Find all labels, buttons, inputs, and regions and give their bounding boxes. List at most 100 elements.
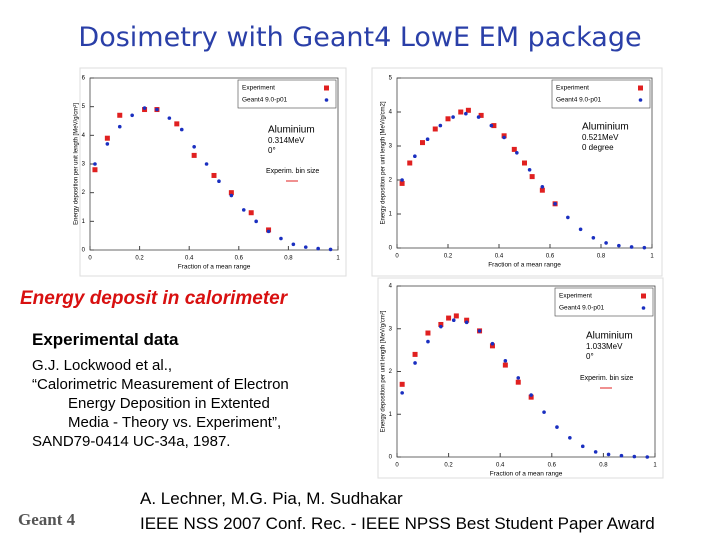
x-tick-label: 1 <box>336 256 340 262</box>
data-point <box>464 111 468 116</box>
annotation: 0.314MeV <box>268 136 305 145</box>
x-tick-label: 0.2 <box>444 254 453 260</box>
data-point <box>303 245 308 249</box>
y-tick-label: 0 <box>389 246 393 252</box>
data-point <box>617 243 621 248</box>
data-point <box>464 317 470 323</box>
x-tick-label: 0.6 <box>548 463 557 469</box>
data-point <box>93 162 97 166</box>
data-point <box>553 202 557 206</box>
x-tick-label: 1 <box>650 254 654 260</box>
data-point <box>130 113 134 118</box>
reference-line: G.J. Lockwood et al., <box>32 357 173 374</box>
x-tick-label: 0.6 <box>546 254 555 260</box>
data-point <box>453 313 459 319</box>
data-point <box>578 227 583 232</box>
x-tick-label: 0.2 <box>135 256 144 262</box>
legend-marker <box>324 98 329 102</box>
data-point <box>229 193 234 198</box>
data-point <box>328 247 333 252</box>
data-point <box>192 145 196 149</box>
legend-label: Geant4 9.0-p01 <box>242 97 288 104</box>
data-point <box>642 245 647 250</box>
data-point <box>217 179 221 183</box>
data-point <box>478 112 484 118</box>
x-tick-label: 0 <box>395 254 399 260</box>
data-point <box>266 229 271 234</box>
data-point <box>291 242 296 247</box>
legend-marker <box>324 85 329 91</box>
legend-box <box>551 79 651 109</box>
data-point <box>529 393 533 397</box>
y-tick-label: 3 <box>389 144 393 150</box>
x-tick-label: 0.6 <box>235 256 244 262</box>
y-tick-label: 5 <box>82 104 86 110</box>
data-point <box>593 450 598 454</box>
y-axis-label: Energy deposition per unit length [MeV/g… <box>381 101 387 224</box>
data-point <box>619 453 624 458</box>
y-tick-label: 1 <box>82 219 86 225</box>
y-tick-label: 4 <box>389 284 393 290</box>
x-tick-label: 0.4 <box>495 254 504 260</box>
legend-label: Experiment <box>556 85 589 92</box>
annotation: 0° <box>586 352 594 361</box>
data-point <box>568 435 572 440</box>
data-point <box>515 151 519 155</box>
data-point <box>92 167 98 173</box>
y-tick-label: 5 <box>389 76 393 82</box>
data-point <box>503 359 508 363</box>
data-point <box>191 152 197 158</box>
y-tick-label: 2 <box>389 178 393 184</box>
x-tick-label: 0.4 <box>496 463 505 469</box>
data-point <box>426 339 430 344</box>
data-point <box>438 123 443 128</box>
data-point <box>451 318 456 323</box>
x-axis-label: Fraction of a mean range <box>178 264 251 271</box>
data-point <box>591 236 596 240</box>
annotation: 1.033MeV <box>586 342 623 351</box>
logo: Geant 4 <box>18 510 76 529</box>
authors: A. Lechner, M.G. Pia, M. Sudhakar <box>140 489 403 508</box>
data-point <box>412 351 418 357</box>
x-tick-label: 1 <box>653 463 657 469</box>
annotation: Experim. bin size <box>266 168 319 175</box>
data-point <box>606 452 611 457</box>
plot-area <box>396 77 653 249</box>
x-tick-label: 0.8 <box>599 463 608 469</box>
data-point <box>241 208 246 212</box>
data-point <box>105 142 110 146</box>
data-point <box>511 146 517 152</box>
data-point <box>490 341 495 346</box>
legend-marker <box>638 85 643 91</box>
data-point <box>516 376 521 380</box>
legend-label: Experiment <box>242 85 275 92</box>
data-point <box>142 106 147 110</box>
y-tick-label: 1 <box>389 212 393 218</box>
legend-marker <box>638 98 643 102</box>
reference-line: Energy Deposition in Extented <box>68 395 270 412</box>
data-point <box>502 135 506 140</box>
y-tick-label: 0 <box>82 248 86 254</box>
data-point <box>211 172 217 178</box>
data-point <box>439 324 443 329</box>
data-point <box>522 160 527 166</box>
legend-label: Experiment <box>559 293 592 300</box>
citation: IEEE NSS 2007 Conf. Rec. - IEEE NPSS Bes… <box>140 514 655 533</box>
data-point <box>632 454 637 459</box>
data-point <box>104 135 110 141</box>
annotation: Aluminium <box>586 331 633 342</box>
data-point <box>400 391 404 395</box>
data-point <box>451 115 455 119</box>
data-point <box>167 116 172 120</box>
annotation: 0.521MeV <box>582 133 619 142</box>
data-point <box>566 215 570 220</box>
data-point <box>527 168 532 172</box>
data-point <box>117 124 122 129</box>
data-point <box>604 241 608 245</box>
reference-line: “Calorimetric Measurement of Electron <box>32 376 289 393</box>
data-point <box>555 425 559 429</box>
data-point <box>645 455 650 459</box>
data-point <box>117 112 123 118</box>
x-tick-label: 0 <box>395 463 399 469</box>
x-axis-label: Fraction of a mean range <box>488 262 561 269</box>
